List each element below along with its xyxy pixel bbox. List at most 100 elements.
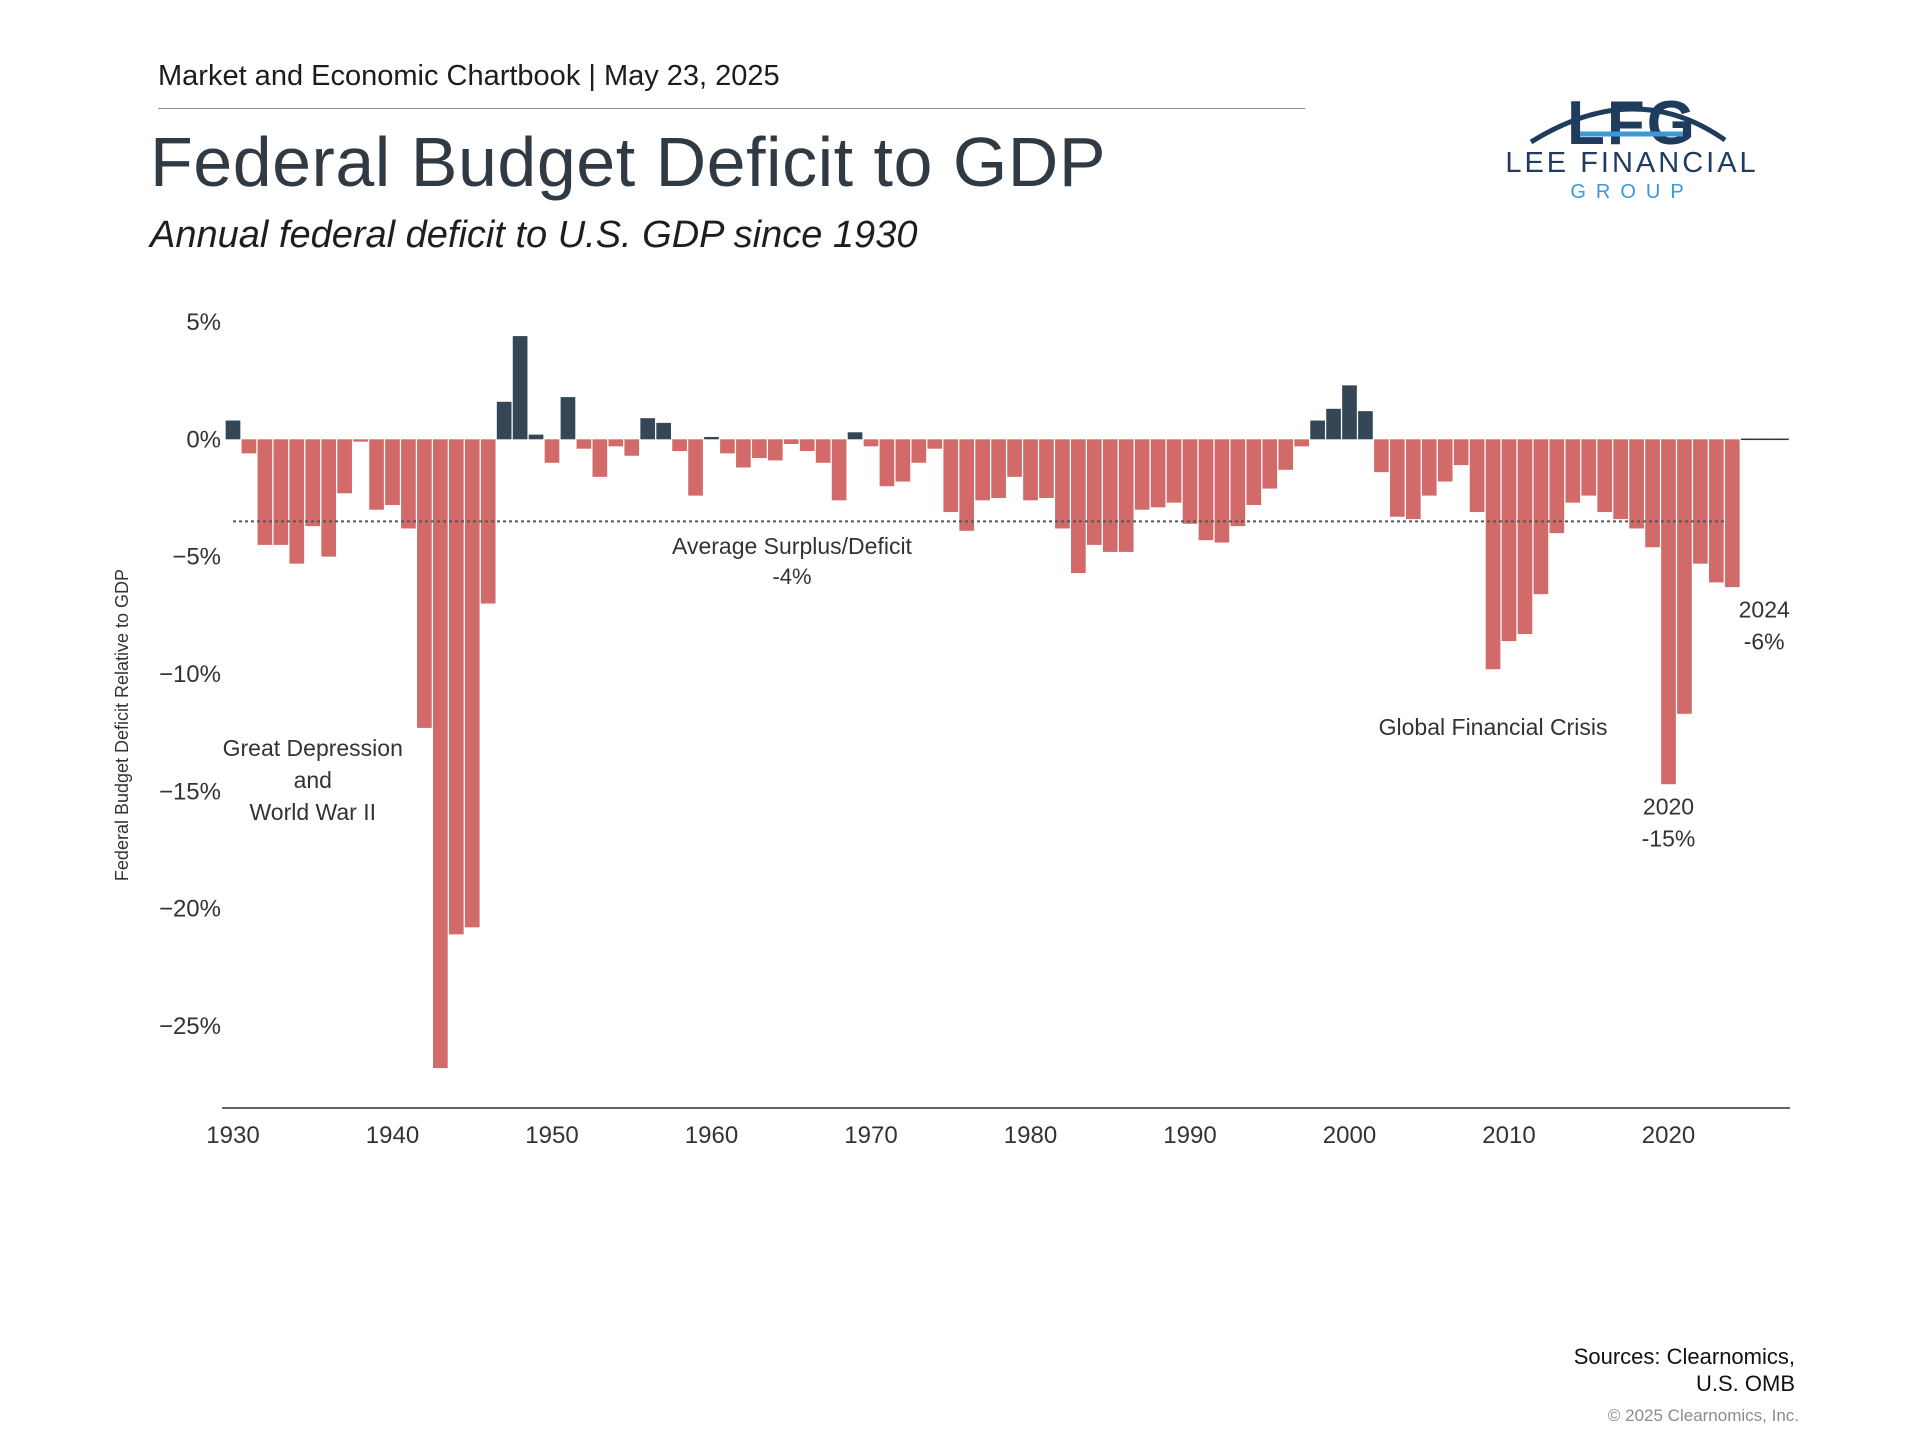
bar <box>1278 439 1294 470</box>
bar <box>815 439 831 463</box>
annotation-label: -15% <box>1642 826 1696 852</box>
bar <box>1645 439 1660 548</box>
bar <box>831 439 847 501</box>
logo-swoosh-icon <box>1529 106 1727 145</box>
bar <box>289 439 305 564</box>
bar <box>1533 439 1549 595</box>
bar <box>1756 438 1773 441</box>
bar <box>257 439 273 545</box>
bar <box>1102 439 1118 552</box>
bar <box>464 439 480 928</box>
bar <box>576 439 592 449</box>
bar <box>1629 439 1644 529</box>
bar <box>752 439 767 459</box>
bar <box>1453 439 1469 466</box>
bar <box>1517 439 1533 635</box>
bar <box>640 418 656 440</box>
bar <box>1023 439 1038 501</box>
bar <box>433 439 448 1069</box>
annotation-label: Global Financial Crisis <box>1379 714 1608 740</box>
bar <box>1740 438 1757 441</box>
page-subtitle: Annual federal deficit to U.S. GDP since… <box>150 214 918 256</box>
bar <box>1772 438 1789 441</box>
x-tick-label: 1950 <box>525 1122 578 1149</box>
bar <box>1565 439 1581 503</box>
page-title: Federal Budget Deficit to GDP <box>150 123 1107 201</box>
bar <box>1661 439 1676 785</box>
bar <box>927 439 943 449</box>
y-axis-label: Federal Budget Deficit Relative to GDP <box>112 569 132 881</box>
bar <box>1214 439 1230 543</box>
bar <box>1374 439 1389 473</box>
bar <box>1724 439 1740 588</box>
sources-line-2: U.S. OMB <box>1695 1371 1795 1396</box>
bar <box>1294 439 1309 447</box>
bar <box>895 439 911 482</box>
copyright: © 2025 Clearnomics, Inc. <box>1607 1406 1799 1425</box>
bar <box>624 439 640 456</box>
bar <box>1677 439 1692 714</box>
bar <box>544 439 560 463</box>
y-tick-label: 5% <box>186 309 221 336</box>
annotation-label: 2024 <box>1739 597 1790 623</box>
bar <box>1358 411 1373 440</box>
y-tick-label: −10% <box>159 661 221 688</box>
bar <box>353 439 368 442</box>
bar <box>1086 439 1102 545</box>
bar <box>321 439 337 557</box>
bar <box>1055 439 1070 529</box>
bar <box>656 422 671 440</box>
bar <box>1071 439 1086 574</box>
average-label: Average Surplus/Deficit <box>672 533 913 559</box>
bar <box>879 439 895 487</box>
x-tick-label: 1940 <box>366 1122 419 1149</box>
bar <box>480 439 496 604</box>
sources-line-1: Sources: Clearnomics, <box>1573 1344 1795 1369</box>
bar <box>720 439 735 454</box>
y-tick-label: 0% <box>186 426 221 453</box>
annotation-label: World War II <box>249 799 376 825</box>
bar <box>911 439 927 463</box>
header-divider <box>158 108 1305 109</box>
bar <box>512 336 528 440</box>
bar <box>1709 439 1724 583</box>
y-tick-label: −25% <box>159 1013 221 1040</box>
bar <box>704 436 719 440</box>
bar <box>1246 439 1262 506</box>
bar <box>337 439 352 494</box>
x-tick-label: 1930 <box>206 1122 259 1149</box>
bar <box>943 439 959 513</box>
bar <box>241 439 257 454</box>
x-tick-label: 2010 <box>1482 1122 1535 1149</box>
bar <box>1405 439 1421 520</box>
bar <box>736 439 751 468</box>
bar <box>1326 408 1341 440</box>
bar <box>1310 420 1325 440</box>
bar <box>799 439 815 452</box>
x-tick-label: 2020 <box>1642 1122 1695 1149</box>
bar <box>448 439 464 935</box>
x-tick-label: 1990 <box>1163 1122 1216 1149</box>
bar <box>1262 439 1278 489</box>
bar <box>1421 439 1437 496</box>
bar <box>1437 439 1453 482</box>
bar <box>1230 439 1246 527</box>
bar <box>560 397 576 440</box>
x-tick-label: 1960 <box>685 1122 738 1149</box>
bar <box>672 439 687 452</box>
x-tick-label: 1980 <box>1004 1122 1057 1149</box>
average-value-label: -4% <box>772 564 811 589</box>
bar <box>1485 439 1501 670</box>
bar <box>688 439 703 496</box>
bar <box>1597 439 1613 513</box>
bar <box>1693 439 1708 564</box>
x-tick-label: 2000 <box>1323 1122 1376 1149</box>
bar <box>847 432 863 440</box>
bar <box>1198 439 1214 541</box>
bar <box>783 439 799 445</box>
bar <box>305 439 321 527</box>
bar <box>273 439 289 545</box>
bar <box>1549 439 1565 534</box>
bar <box>225 420 241 440</box>
